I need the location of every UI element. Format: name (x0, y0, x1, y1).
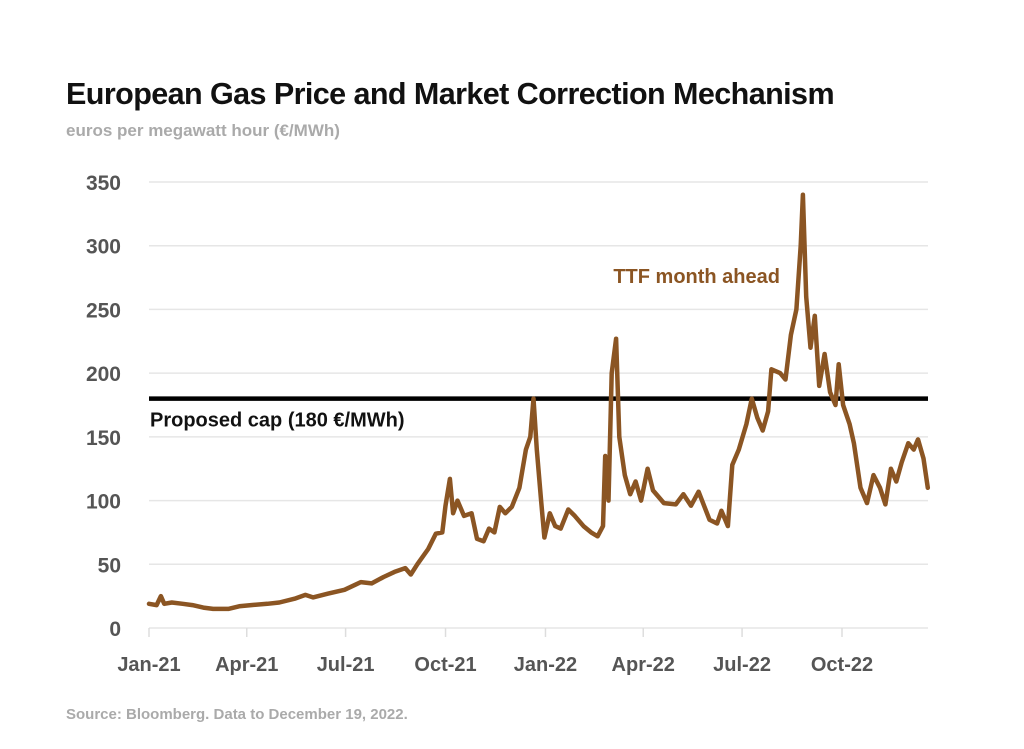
proposed-cap-label: Proposed cap (180 €/MWh) (150, 410, 405, 432)
series-line-ttf-month-ahead (146, 192, 931, 612)
y-tick-label-350: 350 (86, 172, 121, 195)
x-tick-label-Jul-21: Jul-21 (317, 654, 375, 676)
y-tick-label-100: 100 (86, 491, 121, 514)
chart-subtitle: euros per megawatt hour (€/MWh) (66, 121, 340, 140)
chart-title: European Gas Price and Market Correction… (66, 76, 835, 111)
x-tick-label-Jul-22: Jul-22 (713, 654, 771, 676)
y-tick-label-150: 150 (86, 427, 121, 450)
x-tick-label-Apr-21: Apr-21 (215, 654, 278, 676)
x-tick-label-Oct-22: Oct-22 (811, 654, 873, 676)
gridlines (149, 181, 928, 629)
x-tick-label-Apr-22: Apr-22 (612, 654, 675, 676)
x-tick-label-Jan-21: Jan-21 (117, 654, 180, 676)
series-label-ttf-month-ahead: TTF month ahead (613, 266, 780, 288)
x-axis: Jan-21 Apr-21 Jul-21 Oct-21 Jan-22 Apr-22 Jul-… (117, 628, 873, 676)
source-note: Source: Bloomberg. Data to December 19, … (66, 706, 408, 723)
annotation-labels: Proposed cap (180 €/MWh) TTF month ahead (150, 266, 780, 432)
y-tick-label-50: 50 (98, 554, 121, 577)
y-tick-label-0: 0 (109, 618, 121, 641)
y-tick-label-250: 250 (86, 299, 121, 322)
series-group (146, 192, 931, 612)
x-tick-label-Oct-21: Oct-21 (414, 654, 476, 676)
y-tick-label-300: 300 (86, 236, 121, 259)
y-axis: 0 50 100 150 200 250 300 350 (86, 172, 121, 641)
x-tick-label-Jan-22: Jan-22 (514, 654, 577, 676)
y-tick-label-200: 200 (86, 363, 121, 386)
